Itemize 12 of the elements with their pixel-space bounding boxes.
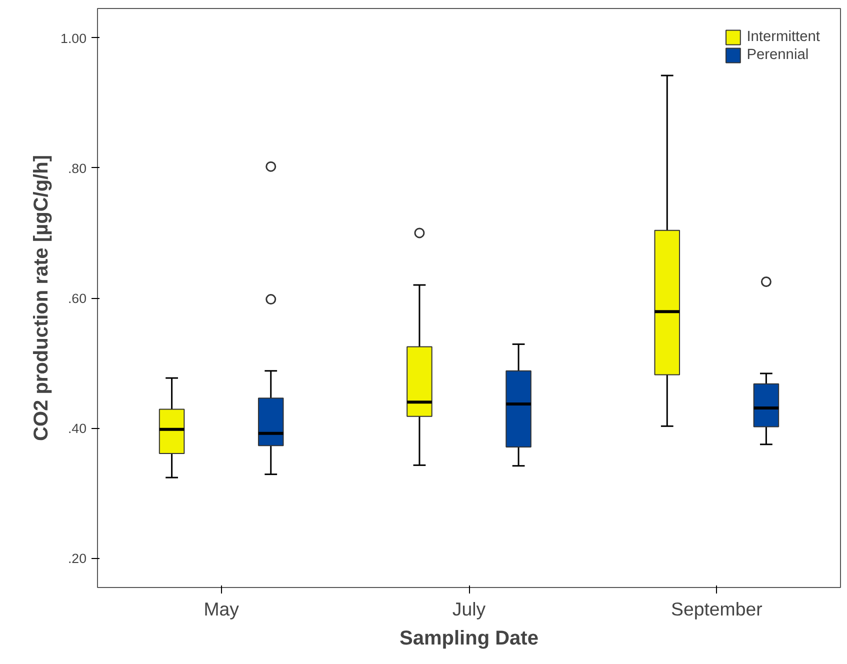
- y-tick-label: .80: [68, 160, 87, 176]
- x-tick-label: May: [204, 598, 240, 620]
- legend-label: Intermittent: [746, 28, 820, 46]
- y-tick-label: .60: [68, 291, 87, 306]
- y-axis-title: CO2 production rate [µgC/g/h]: [30, 155, 53, 441]
- legend-label: Perennial: [746, 46, 809, 64]
- x-tick-label: September: [671, 598, 762, 620]
- y-tick-label: 1.00: [60, 30, 87, 46]
- x-axis-title: Sampling Date: [400, 628, 538, 650]
- y-tick-label: .20: [68, 551, 87, 566]
- y-tick-label: .40: [68, 421, 87, 436]
- x-tick-label: July: [452, 598, 486, 620]
